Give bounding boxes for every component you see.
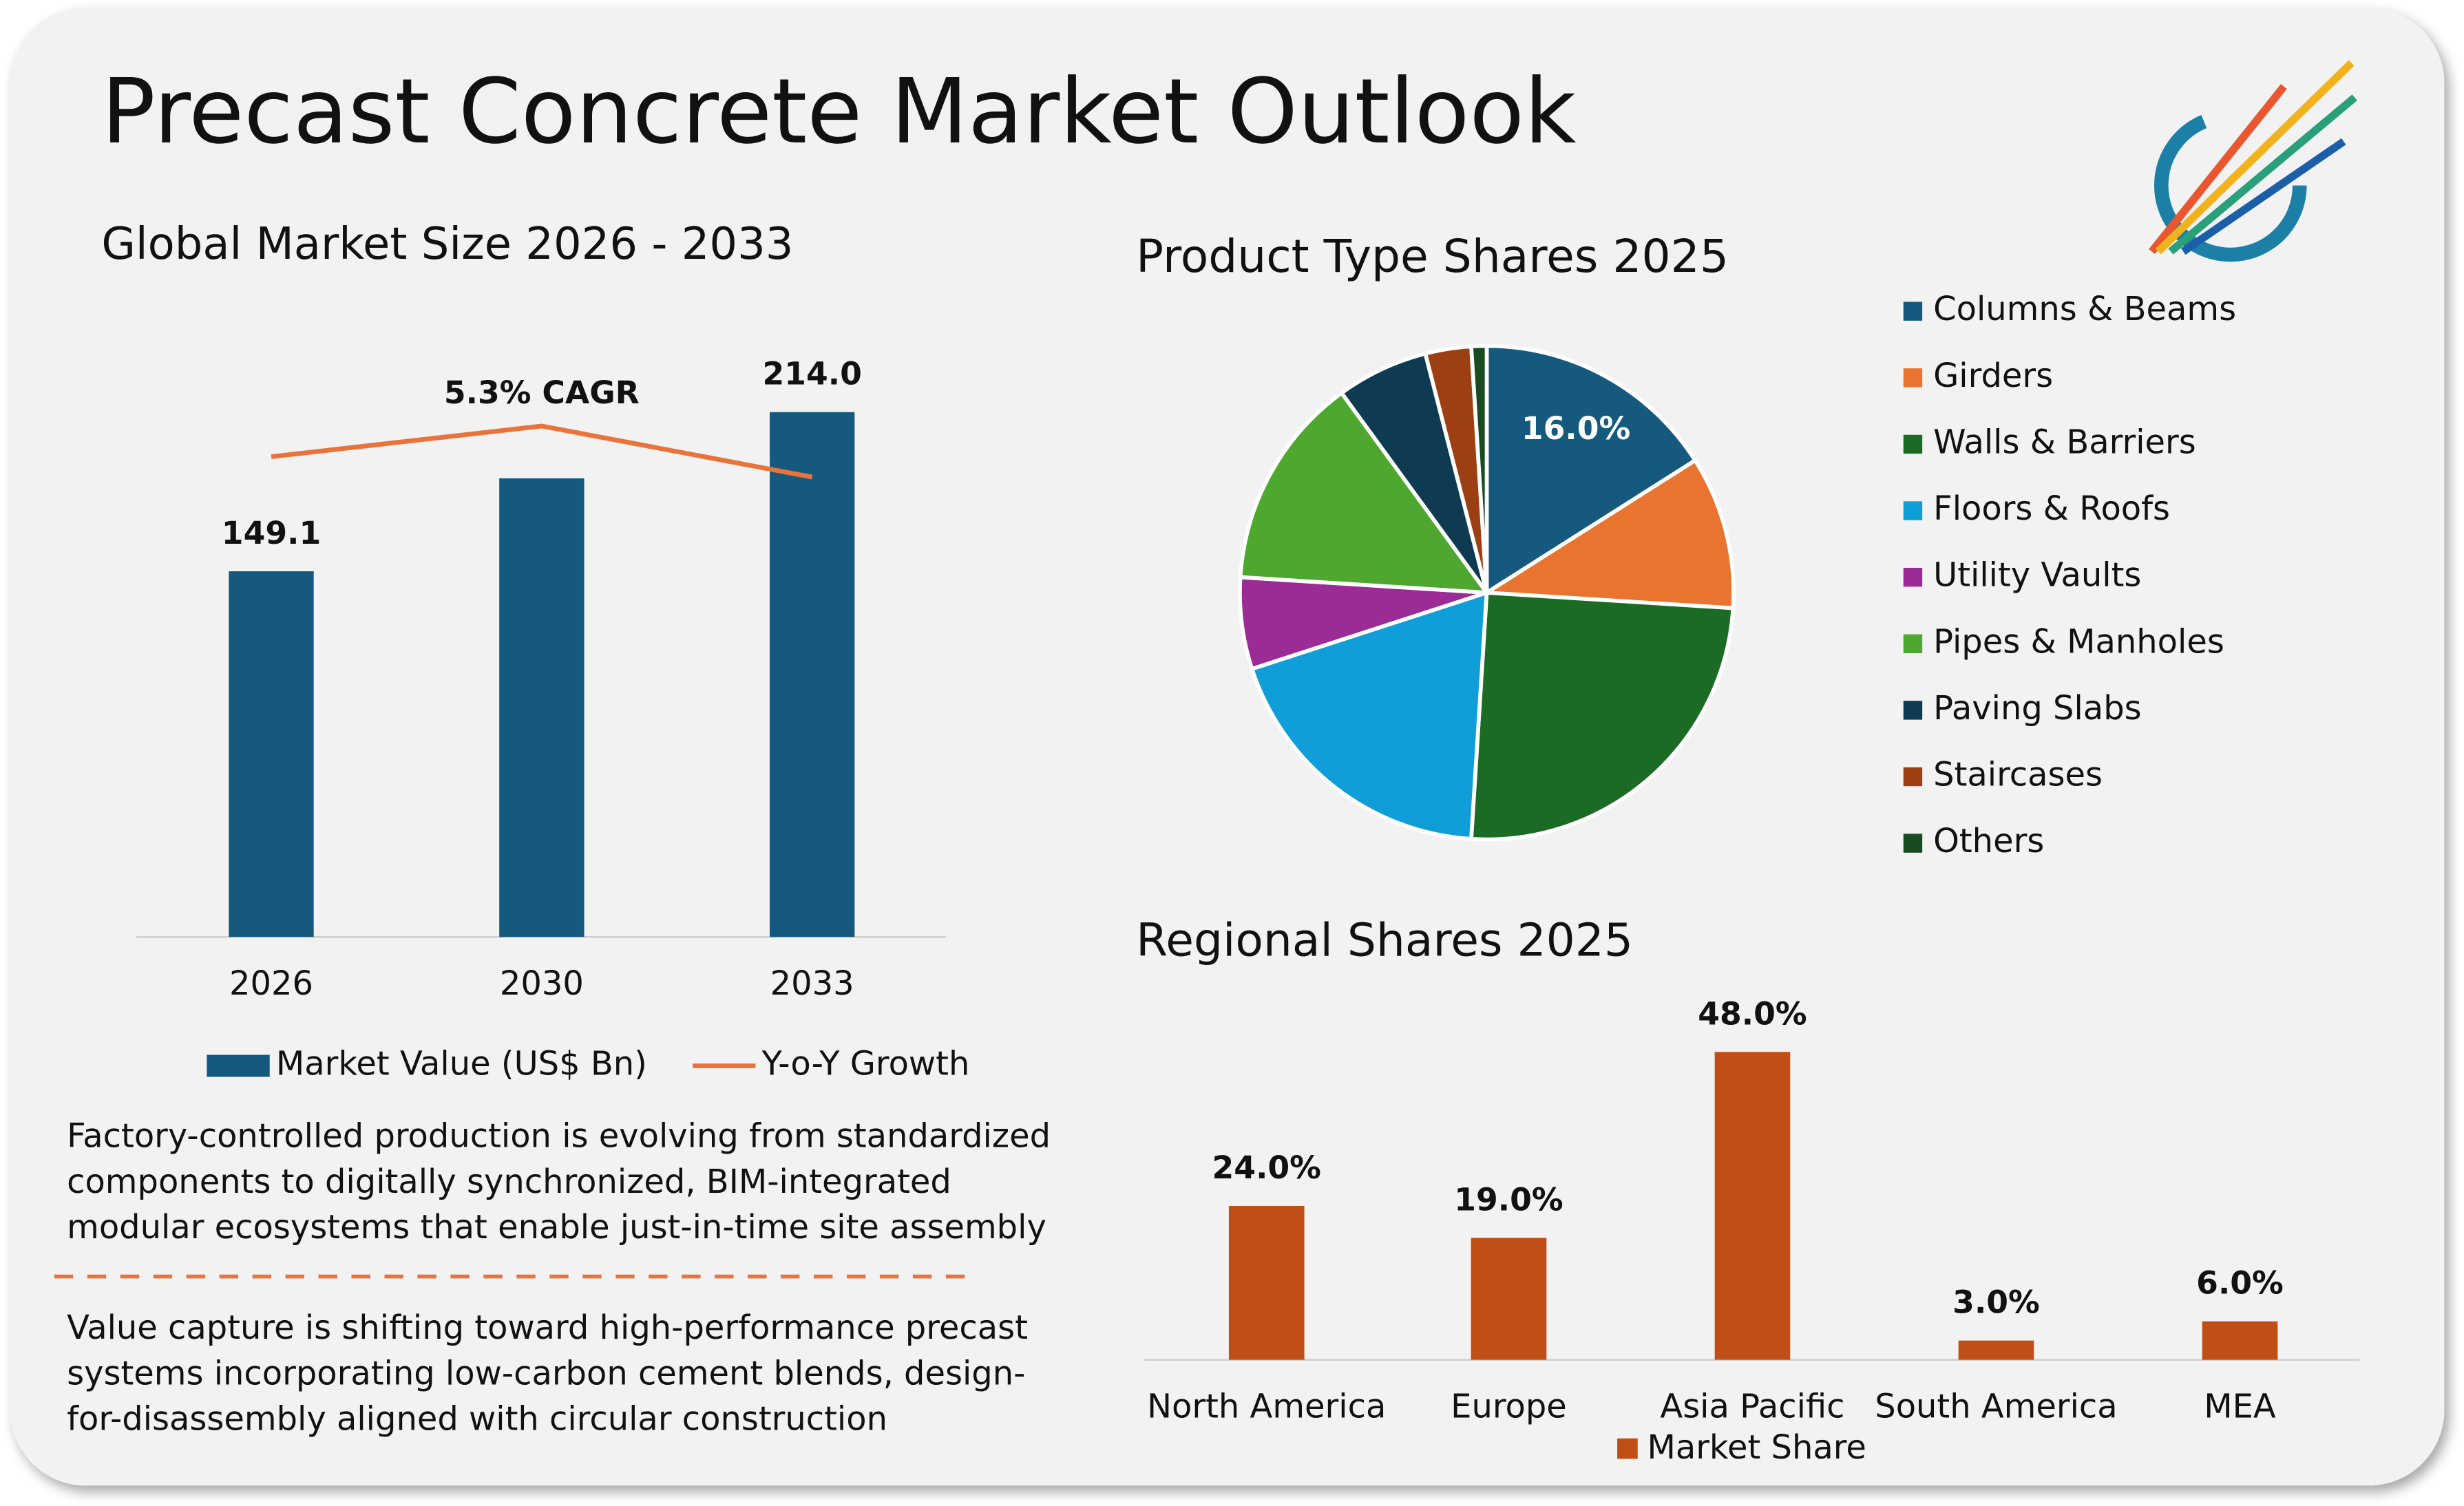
x-tick-label: Asia Pacific [1660, 1387, 1844, 1425]
pie-slice [1468, 343, 1489, 593]
pie-slice [1468, 591, 1736, 842]
logo-arrow [2181, 138, 2346, 255]
bar [499, 478, 585, 937]
legend-label: Others [1933, 822, 2044, 860]
line-series [271, 423, 813, 480]
bar [770, 412, 855, 937]
chart-title: Global Market Size 2026 - 2033 [101, 219, 793, 270]
legend-label: Market Share [1647, 1428, 1866, 1467]
data-label: 19.0% [1454, 1182, 1563, 1218]
chart-title: Regional Shares 2025 [1136, 913, 1633, 966]
card [10, 8, 2445, 1486]
pie-slice [1249, 590, 1489, 841]
legend-label: Columns & Beams [1933, 290, 2236, 328]
x-tick-label: Europe [1451, 1387, 1567, 1425]
x-tick-label: North America [1147, 1387, 1386, 1425]
note-text: for-disassembly aligned with circular co… [67, 1400, 887, 1439]
data-label: 6.0% [2196, 1265, 2284, 1302]
bar [1471, 1238, 1547, 1360]
x-tick-label: 2033 [770, 964, 854, 1003]
page-title: Precast Concrete Market Outlook [101, 59, 1576, 164]
bar [1714, 1052, 1791, 1360]
legend-swatch [207, 1054, 270, 1077]
legend-swatch [1903, 834, 1923, 853]
legend-swatch [1903, 434, 1923, 454]
logo-ring [2154, 109, 2307, 262]
legend-swatch [1903, 701, 1923, 720]
legend-label: Girders [1933, 357, 2053, 395]
note-text: Factory-controlled production is evolvin… [67, 1117, 1051, 1156]
data-label: 3.0% [1952, 1284, 2040, 1321]
pie-slice [1480, 457, 1736, 611]
x-tick-label: MEA [2204, 1387, 2276, 1425]
note-text: Value capture is shifting toward high-pe… [67, 1308, 1028, 1347]
chart-title: Product Type Shares 2025 [1136, 230, 1729, 283]
legend-swatch [1903, 634, 1923, 653]
annotation: 5.3% CAGR [444, 374, 640, 411]
data-label: 149.1 [222, 515, 321, 551]
bar [229, 571, 314, 937]
legend-label: Paving Slabs [1933, 689, 2142, 728]
x-tick-label: 2026 [229, 964, 313, 1003]
legend-swatch [1903, 501, 1923, 520]
legend-swatch [1903, 368, 1923, 388]
legend-label: Market Value (US$ Bn) [276, 1045, 647, 1083]
legend-label: Utility Vaults [1933, 556, 2141, 595]
bar [2202, 1321, 2278, 1360]
logo-arrow [2155, 60, 2355, 255]
bar [1958, 1340, 2034, 1360]
data-label: 214.0 [762, 356, 861, 392]
legend-swatch [1617, 1438, 1638, 1459]
legend-swatch [1903, 301, 1923, 321]
data-label: 16.0% [1521, 410, 1630, 447]
note-text: components to digitally synchronized, BI… [67, 1163, 951, 1201]
pie-slice [1238, 390, 1491, 595]
legend-label: Y-o-Y Growth [761, 1045, 970, 1083]
logo-arrow [2168, 94, 2357, 255]
x-tick-label: 2030 [500, 964, 584, 1003]
legend-swatch [1903, 567, 1923, 587]
note-text: modular ecosystems that enable just-in-t… [67, 1208, 1046, 1247]
logo [2149, 60, 2357, 262]
legend-swatch [1903, 767, 1923, 787]
logo-arrow [2149, 84, 2287, 254]
data-label: 24.0% [1212, 1149, 1321, 1186]
data-label: 48.0% [1698, 995, 1807, 1032]
legend-label: Walls & Barriers [1933, 423, 2196, 461]
legend-label: Staircases [1933, 755, 2103, 794]
pie-slice [1484, 343, 1698, 597]
x-tick-label: South America [1875, 1387, 2117, 1425]
legend-label: Floors & Roofs [1933, 489, 2170, 528]
bar [1228, 1205, 1305, 1360]
legend-label: Pipes & Manholes [1933, 622, 2224, 661]
note-text: systems incorporating low-carbon cement … [67, 1354, 1025, 1392]
